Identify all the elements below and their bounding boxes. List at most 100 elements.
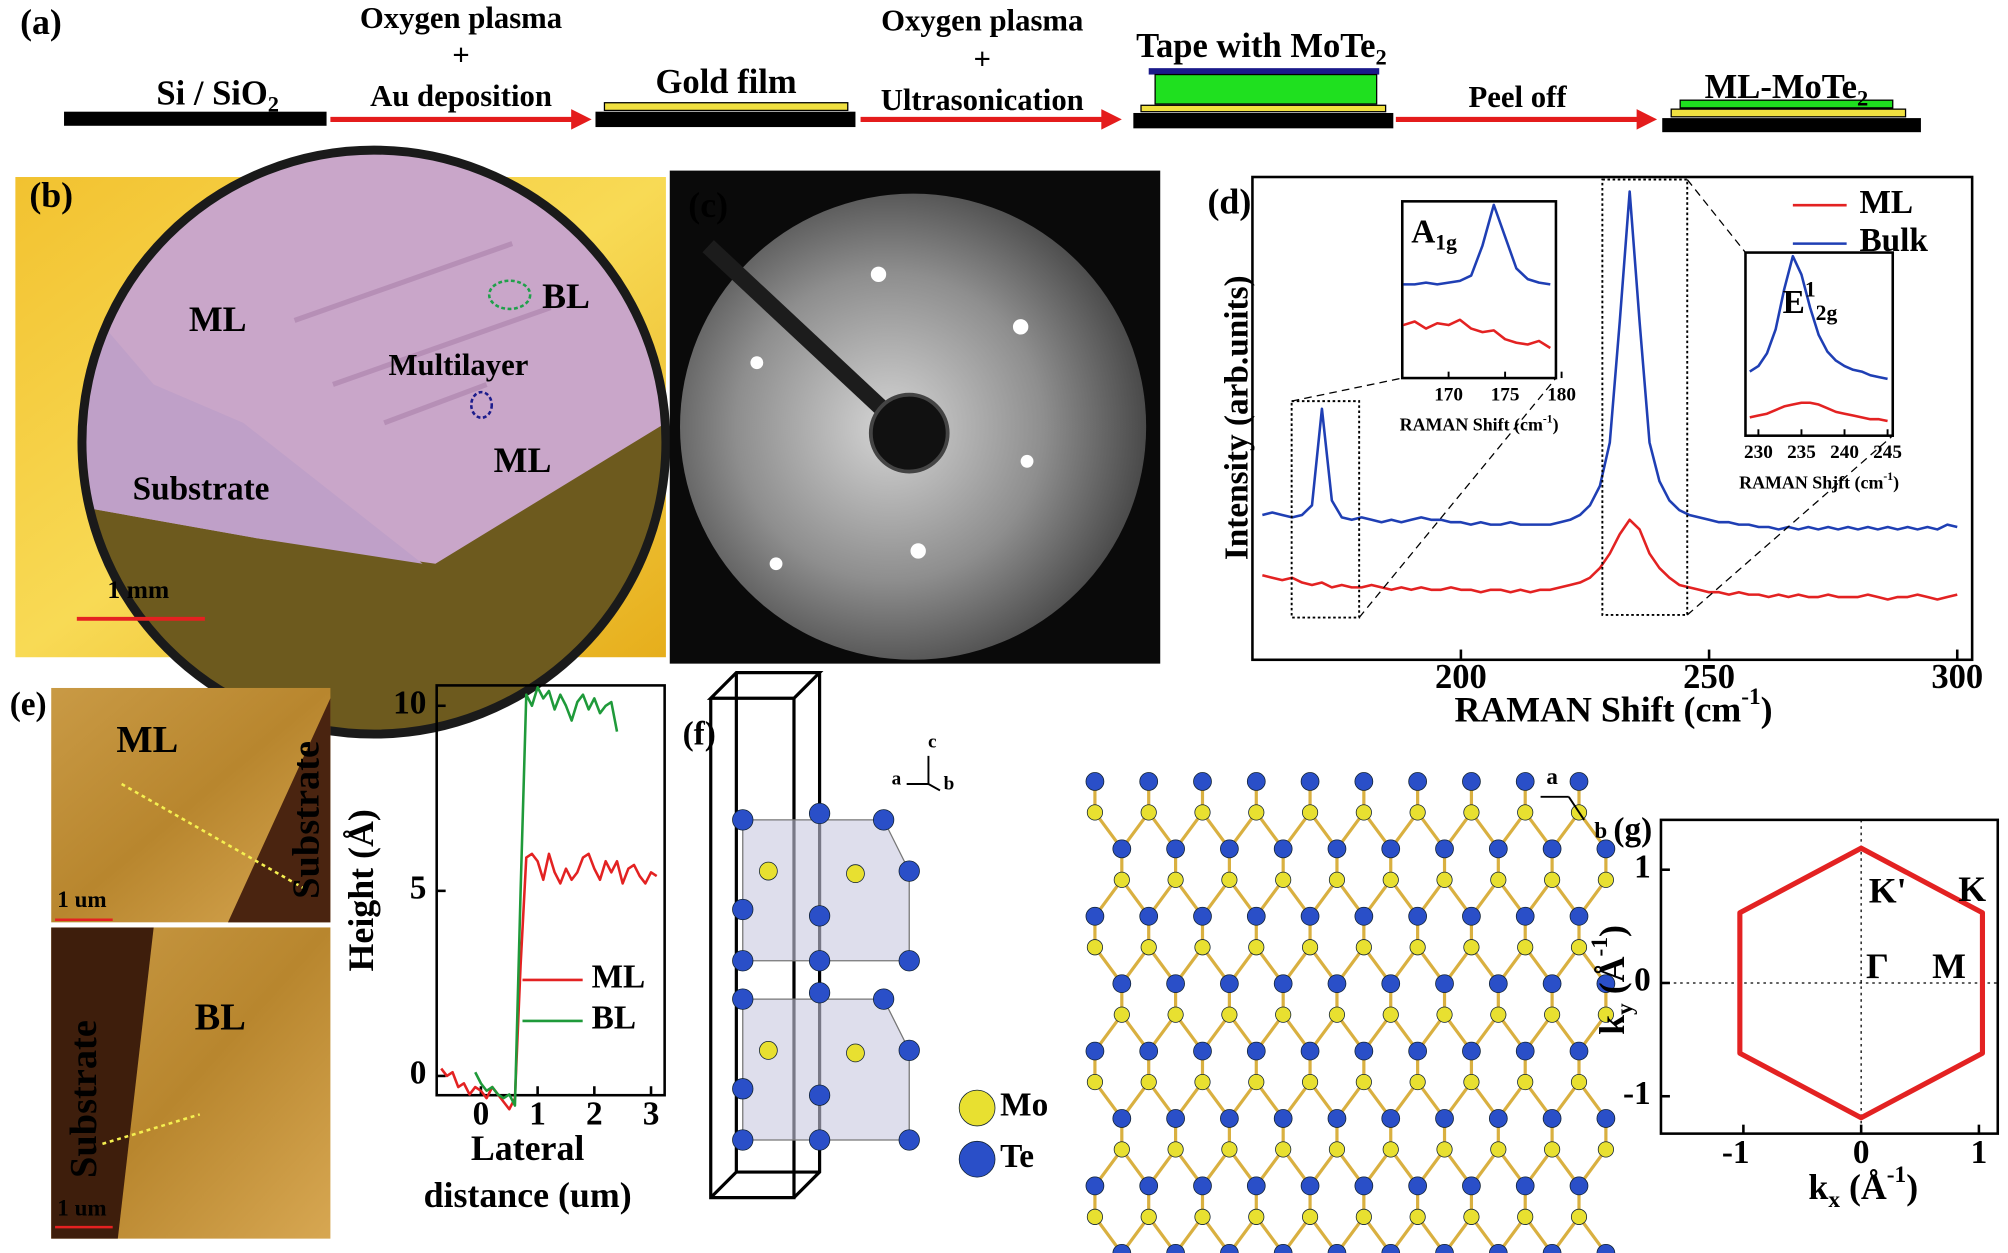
atom xyxy=(846,864,865,884)
atom xyxy=(1140,1073,1157,1091)
text-part: 2g xyxy=(1816,301,1838,325)
text-part: 2 xyxy=(1857,85,1868,110)
step-label: Au deposition xyxy=(370,79,552,113)
text-part: k xyxy=(1808,1167,1828,1207)
x-tick-label: 1 xyxy=(529,1096,546,1133)
atom xyxy=(1327,1243,1347,1253)
x-tick-label: 2 xyxy=(586,1096,603,1133)
x-tick-label: 0 xyxy=(473,1096,490,1133)
atom xyxy=(1301,1208,1319,1225)
zoom-line xyxy=(1686,179,1746,253)
atom xyxy=(1517,939,1534,956)
text-part: k xyxy=(1592,1015,1632,1035)
atom xyxy=(1463,939,1480,956)
atom xyxy=(1515,1176,1535,1196)
text-part: ) xyxy=(1893,472,1899,493)
atom xyxy=(1273,974,1293,994)
electron-gun xyxy=(868,392,950,474)
atom xyxy=(1409,804,1426,821)
atom xyxy=(1381,839,1401,859)
atom xyxy=(1435,839,1454,859)
atom xyxy=(732,988,754,1010)
atom xyxy=(1435,1243,1454,1253)
atom xyxy=(872,809,895,831)
atom xyxy=(898,860,920,882)
atom xyxy=(1300,1176,1320,1196)
atom xyxy=(732,898,754,921)
axis-triad xyxy=(906,755,941,792)
symmetry-point: Γ xyxy=(1866,946,1889,986)
atom xyxy=(808,982,831,1004)
atom xyxy=(1193,1041,1212,1061)
atom xyxy=(1354,906,1374,926)
atom xyxy=(808,1084,831,1106)
atom xyxy=(1301,1073,1319,1091)
text-part: y xyxy=(1612,1003,1638,1015)
atom xyxy=(1569,906,1589,926)
text-part: 1g xyxy=(1435,231,1457,255)
atom xyxy=(1193,906,1212,926)
x-tick-label: -1 xyxy=(1722,1134,1750,1171)
atom xyxy=(1275,1141,1292,1158)
atom xyxy=(1354,1041,1374,1061)
atom xyxy=(1462,1176,1481,1196)
image-annotation: 1 um xyxy=(57,1195,106,1221)
text-part: Gold film xyxy=(656,63,797,101)
leed-image xyxy=(669,170,1161,664)
atom xyxy=(1113,871,1130,888)
axis-letter: b xyxy=(944,774,955,795)
legend-label: ML xyxy=(592,959,646,996)
spot xyxy=(1012,319,1029,335)
image-annotation: Substrate xyxy=(133,471,270,508)
atom xyxy=(1436,1141,1453,1158)
text-part: ) xyxy=(1906,1167,1918,1207)
atom xyxy=(898,1129,920,1151)
spot xyxy=(870,266,887,283)
stage-label: Tape with MoTe2 xyxy=(1136,27,1387,70)
axis-letter: b xyxy=(1594,817,1607,843)
atom xyxy=(1086,1208,1103,1225)
atom xyxy=(1542,839,1562,859)
si-substrate xyxy=(1133,112,1394,129)
axis-letter: a xyxy=(892,769,902,790)
atom xyxy=(1246,1176,1266,1196)
step-label: Oxygen plasma xyxy=(360,1,562,35)
substrate-region xyxy=(227,698,331,923)
atom xyxy=(1194,1073,1211,1091)
atom xyxy=(808,802,831,825)
y-axis-label: Height (Å) xyxy=(341,809,381,971)
spot xyxy=(910,543,926,559)
atom xyxy=(1355,804,1372,821)
atom xyxy=(1515,906,1535,926)
zoom-line xyxy=(1358,377,1557,618)
atom xyxy=(1570,1073,1588,1091)
atom xyxy=(1327,974,1347,994)
panel-label: (d) xyxy=(1207,181,1251,221)
text-part: RAMAN Shift (cm xyxy=(1455,690,1742,730)
atom xyxy=(1517,1208,1534,1225)
text-part: 2 xyxy=(268,92,279,117)
atom xyxy=(846,1043,865,1063)
arrow-head xyxy=(1101,109,1122,130)
text-part: x xyxy=(1828,1187,1840,1213)
atom xyxy=(1517,804,1534,821)
atom xyxy=(1544,1141,1561,1158)
profile-line xyxy=(102,1113,201,1146)
x-tick-label: 250 xyxy=(1683,658,1735,696)
atom xyxy=(1409,1073,1426,1091)
text-part: 1 xyxy=(1805,278,1816,302)
uncovered-region xyxy=(81,422,666,735)
image-annotation: 1 um xyxy=(57,886,106,912)
text-part: ) xyxy=(1761,690,1773,730)
atom xyxy=(1463,1073,1480,1091)
x-tick-label: 245 xyxy=(1873,442,1902,463)
brillouin-zone xyxy=(1737,845,1986,1121)
atom xyxy=(1300,772,1320,791)
x-tick-label: 170 xyxy=(1434,384,1463,405)
electron-gun-arm xyxy=(702,240,890,417)
si-substrate xyxy=(64,111,327,126)
text-part: (Å xyxy=(1592,956,1632,1003)
spot xyxy=(1020,454,1034,468)
atom xyxy=(1488,839,1508,859)
atom xyxy=(1355,939,1372,956)
